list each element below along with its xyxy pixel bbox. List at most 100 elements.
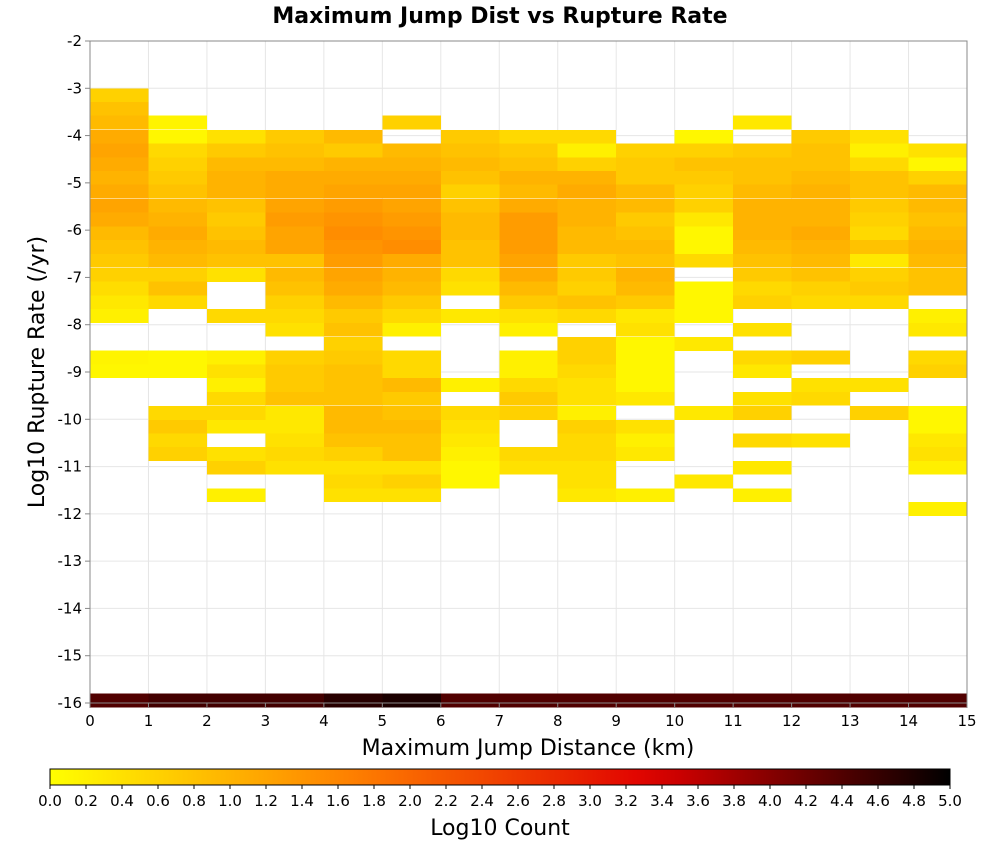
heatmap-cell (148, 433, 207, 448)
heatmap-cell (908, 267, 967, 282)
heatmap-cell (206, 184, 266, 199)
heatmap-cell (733, 267, 792, 282)
heatmap-cell (850, 226, 909, 241)
heatmap-cell (440, 460, 500, 475)
heatmap-cell (206, 419, 266, 434)
heatmap-cell (733, 391, 792, 406)
x-axis-ticks: 0 1 2 3 4 5 6 7 8 9 10 11 12 13 14 15 (85, 703, 977, 730)
colorbar-tick-label: 0.6 (146, 792, 170, 810)
heatmap-cell (148, 198, 207, 213)
heatmap-cell (323, 212, 383, 227)
heatmap-cell (850, 240, 909, 254)
heatmap-cell (148, 129, 207, 144)
heatmap-cell (499, 378, 558, 392)
y-tick-label: -9 (67, 363, 82, 381)
heatmap-cell (148, 281, 207, 296)
heatmap-cell (148, 693, 207, 708)
heatmap-cell (265, 281, 324, 296)
x-tick-label: 8 (553, 712, 563, 730)
heatmap-cell (265, 129, 324, 144)
heatmap-cell (382, 143, 441, 158)
x-tick-label: 13 (841, 712, 860, 730)
heatmap-cell (616, 350, 675, 365)
heatmap-cell (440, 171, 500, 185)
heatmap-cell (791, 391, 851, 406)
y-tick-label: -5 (67, 174, 82, 192)
heatmap-cell (90, 295, 149, 310)
heatmap-cell (90, 309, 149, 323)
heatmap-cell (206, 129, 266, 144)
heatmap-cell (323, 433, 383, 448)
heatmap-cell (791, 240, 851, 254)
x-tick-label: 6 (436, 712, 446, 730)
colorbar-tick-label: 0.4 (110, 792, 134, 810)
heatmap-cell (557, 309, 617, 323)
heatmap-cell (90, 171, 149, 185)
colorbar-tick-label: 3.6 (686, 792, 710, 810)
heatmap-cell (90, 281, 149, 296)
x-tick-label: 1 (144, 712, 154, 730)
colorbar-tick-label: 2.2 (434, 792, 458, 810)
heatmap-cell (440, 406, 500, 420)
colorbar-tick-label: 1.8 (362, 792, 386, 810)
heatmap-cell (90, 253, 149, 268)
heatmap-cell (557, 474, 617, 489)
heatmap-cell (323, 364, 383, 379)
heatmap-cell (90, 350, 149, 365)
heatmap-cell (850, 143, 909, 158)
heatmap-cell (323, 240, 383, 254)
heatmap-cell (557, 212, 617, 227)
heatmap-cell (557, 184, 617, 199)
heatmap-cell (265, 406, 324, 420)
heatmap-cell (206, 157, 266, 172)
heatmap-cell (382, 322, 441, 337)
heatmap-cell (440, 378, 500, 392)
heatmap-cell (323, 157, 383, 172)
heatmap-cell (265, 212, 324, 227)
heatmap-cell (265, 350, 324, 365)
heatmap-cell (323, 253, 383, 268)
heatmap-cell (265, 460, 324, 475)
heatmap-cell (148, 350, 207, 365)
heatmap-cell (791, 295, 851, 310)
heatmap-cell (791, 350, 851, 365)
heatmap-cell (440, 198, 500, 213)
heatmap-cell (382, 406, 441, 420)
heatmap-cell (148, 267, 207, 282)
heatmap-cell (499, 693, 558, 708)
heatmap-cell (557, 391, 617, 406)
colorbar-tick-label: 3.8 (722, 792, 746, 810)
heatmap-cell (499, 460, 558, 475)
heatmap-cell (265, 322, 324, 337)
heatmap-cell (733, 460, 792, 475)
heatmap-cell (616, 226, 675, 241)
heatmap-cell (206, 143, 266, 158)
heatmap-cell (674, 171, 734, 185)
heatmap-cell (440, 240, 500, 254)
heatmap-cell (908, 171, 967, 185)
heatmap-cell (499, 171, 558, 185)
heatmap-cell (148, 157, 207, 172)
heatmap-cell (90, 198, 149, 213)
heatmap-cell (382, 198, 441, 213)
heatmap-cell (674, 226, 734, 241)
x-tick-label: 9 (611, 712, 621, 730)
heatmap-cell (499, 295, 558, 310)
heatmap-cell (323, 488, 383, 503)
heatmap-cell (616, 419, 675, 434)
heatmap-cell (206, 212, 266, 227)
heatmap-cell (382, 433, 441, 448)
colorbar-tick-label: 4.4 (830, 792, 854, 810)
heatmap-cell (499, 143, 558, 158)
heatmap-cell (850, 267, 909, 282)
heatmap-cell (674, 281, 734, 296)
heatmap-cell (265, 295, 324, 310)
heatmap-cell (323, 460, 383, 475)
heatmap-cell (382, 488, 441, 503)
x-tick-label: 3 (261, 712, 271, 730)
heatmap-cell (674, 157, 734, 172)
heatmap-cell (557, 693, 617, 708)
heatmap-cell (90, 157, 149, 172)
heatmap-cell (499, 406, 558, 420)
